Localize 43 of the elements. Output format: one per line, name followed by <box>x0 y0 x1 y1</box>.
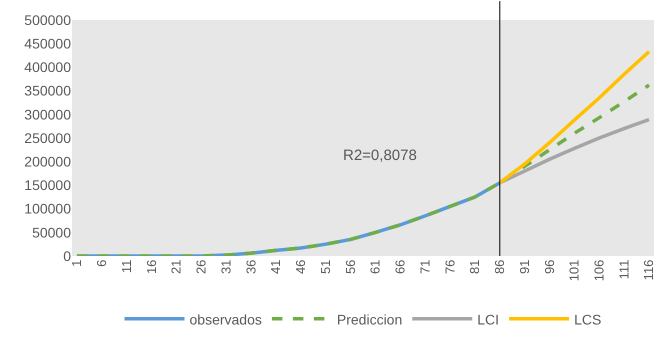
y-tick-label: 150000 <box>24 177 72 194</box>
x-tick-label: 56 <box>342 260 358 274</box>
x-tick-label: 21 <box>168 260 184 274</box>
legend-label: Prediccion <box>336 311 402 328</box>
x-tick-label: 6 <box>94 260 110 267</box>
line-series <box>498 50 651 185</box>
y-tick-label: 100000 <box>24 200 72 217</box>
line-series <box>75 83 651 256</box>
y-tick-label: 300000 <box>24 106 72 122</box>
x-tick-label: 16 <box>144 260 159 274</box>
x-tick-label: 26 <box>194 260 209 274</box>
x-tick-label: 81 <box>467 260 482 274</box>
x-tick-label: 116 <box>641 260 656 280</box>
x-tick-label: 31 <box>218 260 234 274</box>
line-series <box>498 118 651 185</box>
x-tick-label: 41 <box>268 260 284 274</box>
legend-label: observados <box>190 311 262 328</box>
legend-label: LCS <box>574 311 602 328</box>
y-tick-label: 400000 <box>24 59 72 76</box>
x-tick-label: 106 <box>592 260 607 282</box>
y-tick-label: 250000 <box>24 130 72 146</box>
x-tick-label: 46 <box>293 260 308 274</box>
x-tick-label: 51 <box>318 260 333 274</box>
x-tick-label: 91 <box>516 260 532 274</box>
x-tick-label: 61 <box>368 260 383 274</box>
x-tick-label: 96 <box>542 260 557 274</box>
y-tick-label: 0 <box>63 248 72 264</box>
y-tick-label: 450000 <box>24 36 72 52</box>
y-tick-label: 500000 <box>24 12 72 28</box>
legend-label: LCI <box>477 311 500 328</box>
x-tick-label: 101 <box>566 260 582 282</box>
x-tick-label: 76 <box>442 260 458 274</box>
x-tick-label: 66 <box>392 260 408 274</box>
annotation: R2=0,8078 <box>343 147 417 164</box>
x-tick-label: 11 <box>118 260 134 274</box>
y-tick-label: 200000 <box>24 154 72 170</box>
x-tick-label: 111 <box>616 260 632 280</box>
x-tick-label: 86 <box>492 260 508 274</box>
x-tick-label: 71 <box>417 260 432 274</box>
y-tick-label: 50000 <box>32 224 72 240</box>
x-tick-label: 36 <box>243 260 258 274</box>
x-tick-label: 1 <box>69 260 84 267</box>
y-tick-label: 350000 <box>24 82 72 99</box>
